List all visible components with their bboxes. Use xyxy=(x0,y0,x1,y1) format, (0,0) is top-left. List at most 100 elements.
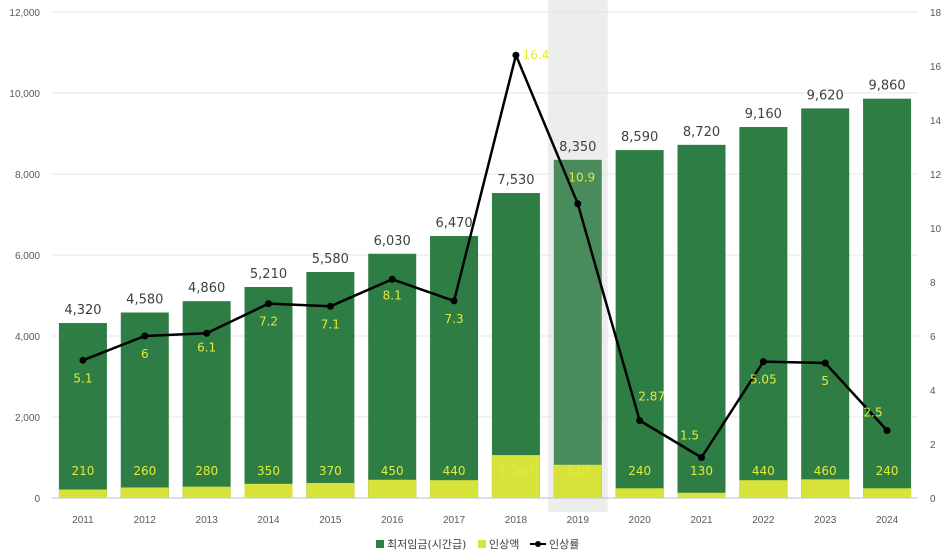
rate-point xyxy=(574,200,582,208)
legend-swatch-wage xyxy=(376,540,384,548)
rate-point xyxy=(141,332,149,340)
wage-bar xyxy=(244,286,293,498)
rate-value-label: 5.05 xyxy=(750,373,777,387)
y-right-tick: 10 xyxy=(930,224,942,235)
increase-bar xyxy=(58,489,107,498)
increase-bar xyxy=(739,480,788,498)
rate-value-label: 16.4 xyxy=(523,48,550,62)
rate-point xyxy=(450,297,458,305)
wage-bar xyxy=(553,159,602,498)
wage-value-label: 8,720 xyxy=(683,125,720,140)
wage-value-label: 7,530 xyxy=(497,173,534,188)
wage-value-label: 4,320 xyxy=(64,303,101,318)
rate-value-label: 6.1 xyxy=(197,340,216,354)
wage-value-label: 8,350 xyxy=(559,140,596,155)
wage-bar xyxy=(677,144,726,498)
wage-bar xyxy=(58,323,107,498)
increase-bar xyxy=(491,455,540,498)
rate-value-label: 8.1 xyxy=(383,288,402,302)
increase-value-label: 240 xyxy=(628,464,651,478)
wage-value-label: 9,860 xyxy=(868,79,905,94)
rate-value-label: 10.9 xyxy=(568,171,595,185)
rate-point xyxy=(388,275,396,283)
rate-value-label: 1.5 xyxy=(680,429,699,443)
x-tick: 2024 xyxy=(876,515,899,526)
wage-bar xyxy=(739,127,788,499)
x-tick: 2012 xyxy=(134,515,157,526)
increase-bar xyxy=(306,483,355,498)
increase-bar xyxy=(430,480,479,498)
rate-value-label: 6 xyxy=(141,347,149,361)
x-tick: 2013 xyxy=(196,515,219,526)
increase-value-label: 440 xyxy=(443,464,466,478)
rate-point xyxy=(821,359,829,367)
y-left-tick: 6,000 xyxy=(15,251,40,262)
legend-swatch-increase xyxy=(478,540,486,548)
rate-point xyxy=(79,356,87,364)
x-axis: 2011 2012 2013 2014 2015 2016 2017 2018 2019 2020… xyxy=(72,515,898,526)
x-tick: 2022 xyxy=(752,515,775,526)
rate-value-label: 2.87 xyxy=(638,390,665,404)
rate-point xyxy=(698,454,705,461)
legend-label-wage: 최저임금(시간급) xyxy=(387,538,466,551)
x-tick: 2015 xyxy=(319,515,342,526)
y-left-tick: 8,000 xyxy=(15,170,40,181)
x-tick: 2019 xyxy=(567,515,590,526)
rate-value-label: 2.5 xyxy=(864,406,883,420)
x-tick: 2017 xyxy=(443,515,466,526)
wage-value-label: 9,620 xyxy=(807,88,844,103)
wage-value-label: 4,580 xyxy=(126,293,163,308)
y-right-tick: 12 xyxy=(930,170,942,181)
increase-bar xyxy=(553,464,602,498)
rate-value-label: 7.3 xyxy=(445,312,464,326)
increase-value-label: 280 xyxy=(195,464,218,478)
wage-value-label: 5,580 xyxy=(312,252,349,267)
wage-bar xyxy=(491,193,540,498)
wage-bar xyxy=(801,108,850,498)
rate-point xyxy=(636,417,644,425)
increase-bar xyxy=(677,492,726,498)
increase-bar xyxy=(801,479,850,498)
rate-value-label: 7.2 xyxy=(259,315,278,329)
y-left-tick: 12,000 xyxy=(9,8,40,19)
wage-bar xyxy=(615,150,664,499)
wage-value-label: 4,860 xyxy=(188,281,225,296)
wage-bar xyxy=(863,98,912,499)
x-tick: 2014 xyxy=(257,515,280,526)
increase-bars xyxy=(58,455,912,498)
wage-value-label: 9,160 xyxy=(745,107,782,122)
x-tick: 2016 xyxy=(381,515,404,526)
wage-value-label: 6,470 xyxy=(435,216,472,231)
increase-bar xyxy=(244,483,293,498)
increase-bar xyxy=(368,479,417,498)
y-right-tick: 4 xyxy=(930,386,936,397)
increase-value-label: 450 xyxy=(381,464,404,478)
y-right-tick: 2 xyxy=(930,440,936,451)
increase-value-label: 370 xyxy=(319,464,342,478)
x-tick: 2021 xyxy=(690,515,713,526)
rate-point xyxy=(203,329,211,337)
rate-value-label: 5.1 xyxy=(73,371,92,385)
increase-value-label: 1,060 xyxy=(499,464,533,478)
x-tick: 2011 xyxy=(72,515,94,526)
increase-value-label: 350 xyxy=(257,464,280,478)
labels: 4,320 210 4,580 260 4,860 280 5,210 350 5,580 370… xyxy=(64,48,905,478)
wage-bar xyxy=(368,253,417,498)
y-left-tick: 4,000 xyxy=(15,332,40,343)
y-right-tick: 14 xyxy=(930,116,942,127)
increase-value-label: 130 xyxy=(690,464,713,478)
increase-bar xyxy=(863,488,912,498)
rate-value-label: 7.1 xyxy=(321,317,340,331)
increase-value-label: 210 xyxy=(71,464,94,478)
wage-value-label: 6,030 xyxy=(374,234,411,249)
increase-value-label: 820 xyxy=(566,464,589,478)
increase-value-label: 440 xyxy=(752,464,775,478)
legend-marker-rate xyxy=(535,541,541,547)
wage-value-label: 8,590 xyxy=(621,130,658,145)
increase-bar xyxy=(615,488,664,498)
wage-value-label: 5,210 xyxy=(250,267,287,282)
y-right-tick: 18 xyxy=(930,8,942,19)
y-right-tick: 16 xyxy=(930,62,942,73)
y-left-tick: 10,000 xyxy=(9,89,40,100)
